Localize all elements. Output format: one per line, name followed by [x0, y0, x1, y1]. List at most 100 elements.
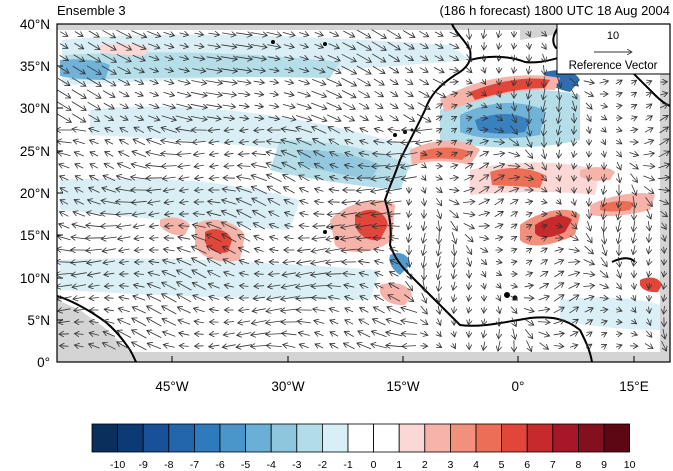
wind-vector: [449, 32, 459, 36]
wind-vector: [449, 178, 459, 179]
wind-vector: [387, 41, 401, 50]
wind-vector: [86, 225, 103, 227]
wind-vector: [557, 76, 561, 87]
wind-vector: [498, 306, 500, 313]
wind-vector: [511, 261, 517, 262]
wind-vector: [659, 200, 668, 204]
wind-vector: [600, 257, 607, 266]
wind-vector: [283, 175, 296, 182]
wind-vector: [648, 258, 650, 266]
wind-vector: [660, 210, 668, 217]
wind-vector: [463, 202, 475, 203]
wind-vector: [74, 31, 83, 37]
wind-vector: [148, 273, 160, 276]
wind-vector: [209, 345, 220, 347]
wind-vector: [326, 274, 342, 275]
wind-vector: [194, 334, 204, 335]
wind-vector: [222, 200, 237, 205]
wind-vector: [297, 91, 311, 96]
wind-vector: [117, 66, 131, 74]
wind-vector: [570, 222, 577, 229]
wind-vector: [357, 237, 372, 238]
wind-vector: [221, 211, 237, 218]
wind-vector: [569, 307, 579, 314]
wind-vector: [389, 79, 398, 85]
wind-vector: [163, 32, 175, 35]
wind-vector: [148, 115, 160, 120]
wind-vector: [435, 104, 443, 109]
wind-vector: [420, 305, 428, 314]
wind-vector: [102, 343, 116, 350]
wind-vector: [525, 201, 532, 203]
wind-vector: [452, 232, 456, 243]
wind-vector: [298, 163, 311, 170]
wind-vector: [313, 139, 326, 146]
wind-vector: [57, 101, 71, 111]
lat-label: 25°N: [20, 144, 50, 159]
wind-vector: [341, 249, 357, 251]
wind-vector: [116, 202, 133, 203]
wind-vector: [465, 129, 472, 132]
wind-vector: [132, 151, 147, 158]
wind-vector: [251, 175, 268, 182]
wind-vector: [469, 28, 470, 40]
wind-vector: [255, 261, 264, 263]
wind-vector: [453, 331, 454, 337]
wind-vector: [647, 208, 651, 219]
wind-vector: [468, 306, 469, 313]
wind-vector: [251, 321, 267, 324]
wind-vector: [644, 140, 653, 144]
wind-vector: [281, 285, 297, 288]
wind-vector: [299, 69, 309, 72]
wind-vector: [194, 165, 204, 167]
colorbar-box: [501, 423, 528, 453]
wind-vector: [224, 153, 234, 154]
wind-vector: [314, 214, 325, 215]
wind-vector: [356, 201, 373, 204]
wind-vector: [513, 54, 514, 61]
wind-vector: [208, 271, 221, 278]
wind-vector: [209, 297, 220, 300]
wind-vector: [71, 77, 86, 86]
wind-vector: [161, 166, 177, 167]
wind-vector: [208, 129, 221, 130]
wind-vector: [449, 209, 459, 217]
wind-vector: [192, 258, 207, 267]
wind-vector: [469, 330, 470, 337]
wind-vector: [631, 184, 637, 196]
wind-vector: [281, 116, 296, 120]
wind-vector: [643, 175, 654, 180]
colorbar-box: [578, 423, 605, 453]
wind-vector: [374, 90, 384, 96]
wind-vector: [147, 295, 162, 302]
wind-vector: [72, 224, 87, 228]
wind-vector: [329, 139, 340, 146]
wind-vector: [422, 164, 427, 168]
wind-vector: [449, 189, 459, 190]
wind-vector: [601, 116, 607, 119]
wind-vector: [269, 211, 280, 218]
wind-vector: [164, 57, 174, 60]
wind-vector: [73, 212, 86, 217]
wind-vector: [268, 69, 279, 71]
wind-vector: [344, 165, 354, 167]
lon-label: 45°W: [155, 379, 188, 394]
wind-vector: [403, 42, 414, 49]
wind-vector: [358, 166, 370, 167]
wind-vector: [236, 69, 251, 71]
colorbar-label: -3: [292, 459, 301, 471]
wind-vector: [222, 246, 236, 254]
wind-vector: [177, 282, 192, 291]
wind-vector: [357, 343, 372, 350]
wind-vector: [220, 57, 238, 60]
wind-vector: [401, 321, 418, 324]
wind-vector: [480, 248, 488, 252]
wind-vector: [224, 322, 235, 323]
wind-vector: [615, 80, 622, 84]
wind-vector: [508, 152, 519, 156]
wind-vector: [496, 273, 501, 276]
wind-vector: [252, 153, 267, 154]
wind-vector: [222, 234, 237, 243]
wind-vector: [465, 81, 472, 84]
wind-vector: [208, 284, 220, 289]
